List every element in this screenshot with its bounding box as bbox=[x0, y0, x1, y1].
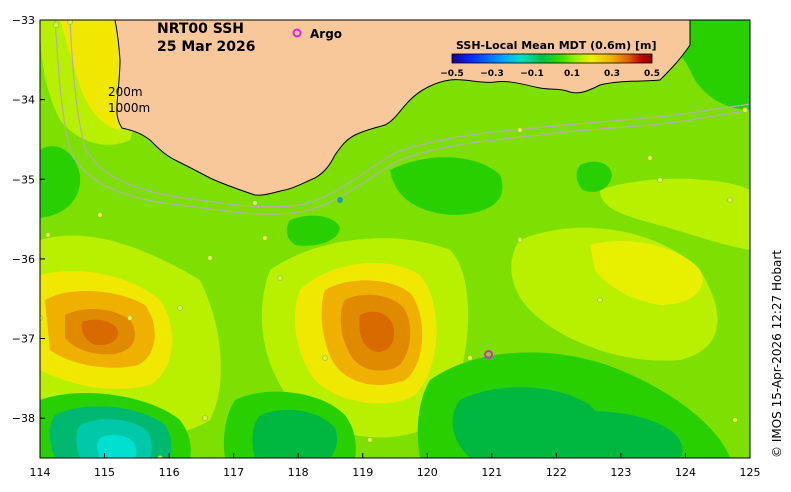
land-australia bbox=[114, 20, 691, 196]
isobath-1000m bbox=[69, 20, 750, 208]
colorbar-tick-label: −0.3 bbox=[480, 69, 503, 79]
y-tick-label: −36 bbox=[12, 253, 35, 266]
colorbar-tick-label: 0.1 bbox=[564, 69, 580, 79]
ssh-contour-region bbox=[600, 178, 750, 250]
float-marker-highlight bbox=[337, 197, 343, 203]
x-tick-label: 114 bbox=[30, 466, 51, 479]
ssh-contour-region bbox=[540, 411, 683, 458]
y-tick-label: −34 bbox=[12, 94, 35, 107]
ssh-contour-region bbox=[40, 146, 81, 218]
x-tick-label: 119 bbox=[352, 466, 373, 479]
x-tick-label: 115 bbox=[94, 466, 115, 479]
colorbar-tick-label: −0.1 bbox=[520, 69, 543, 79]
isobath-label-1000m: 1000m bbox=[108, 101, 150, 115]
argo-floats bbox=[484, 349, 494, 359]
ssh-contour-region bbox=[390, 157, 503, 215]
x-tick-label: 123 bbox=[610, 466, 631, 479]
map-title-line1: NRT00 SSH bbox=[157, 21, 244, 37]
y-tick-label: −38 bbox=[12, 412, 35, 425]
x-tick-label: 118 bbox=[288, 466, 309, 479]
ssh-contour-region bbox=[576, 161, 612, 192]
colorbar: SSH-Local Mean MDT (0.6m) [m] −0.5 −0.3 −0… bbox=[440, 39, 660, 79]
ssh-contour-region bbox=[359, 311, 395, 352]
ssh-contour-region bbox=[252, 409, 338, 458]
isobath-label-200m: 200m bbox=[108, 85, 143, 99]
x-tick-label: 125 bbox=[740, 466, 761, 479]
argo-float-marker bbox=[484, 349, 494, 359]
y-tick-label: −35 bbox=[12, 173, 35, 186]
colorbar-gradient bbox=[451, 53, 653, 64]
colorbar-tick-label: 0.3 bbox=[604, 69, 620, 79]
plot-frame bbox=[39, 19, 751, 459]
x-tick-label: 124 bbox=[675, 466, 696, 479]
colorbar-tick-label: 0.5 bbox=[644, 69, 660, 79]
x-tick-label: 116 bbox=[159, 466, 180, 479]
plot-area bbox=[40, 20, 750, 458]
x-axis: 114 115 116 117 118 119 120 121 122 123 124 125 bbox=[30, 453, 761, 479]
ssh-contour-region bbox=[286, 215, 340, 246]
ssh-contour-region bbox=[640, 20, 750, 110]
y-tick-label: −33 bbox=[12, 14, 35, 27]
x-tick-label: 117 bbox=[223, 466, 244, 479]
map-title-line2: 25 Mar 2026 bbox=[157, 39, 255, 55]
ssh-contour-region bbox=[97, 434, 137, 458]
colorbar-ticks: −0.5 −0.3 −0.1 0.1 0.3 0.5 bbox=[440, 69, 660, 79]
y-axis: −33 −34 −35 −36 −37 −38 bbox=[12, 14, 45, 425]
float-markers bbox=[40, 20, 748, 458]
x-tick-label: 120 bbox=[417, 466, 438, 479]
x-tick-label: 121 bbox=[481, 466, 502, 479]
argo-legend-label: Argo bbox=[310, 27, 342, 41]
ssh-contour-region bbox=[590, 241, 703, 305]
credit-text: © IMOS 15-Apr-2026 12:27 Hobart bbox=[770, 250, 784, 458]
argo-legend-icon bbox=[292, 28, 302, 38]
colorbar-title: SSH-Local Mean MDT (0.6m) [m] bbox=[456, 39, 656, 52]
colorbar-tick-label: −0.5 bbox=[440, 69, 463, 79]
ssh-contour-region bbox=[81, 319, 119, 346]
y-tick-label: −37 bbox=[12, 333, 35, 346]
x-tick-label: 122 bbox=[546, 466, 567, 479]
